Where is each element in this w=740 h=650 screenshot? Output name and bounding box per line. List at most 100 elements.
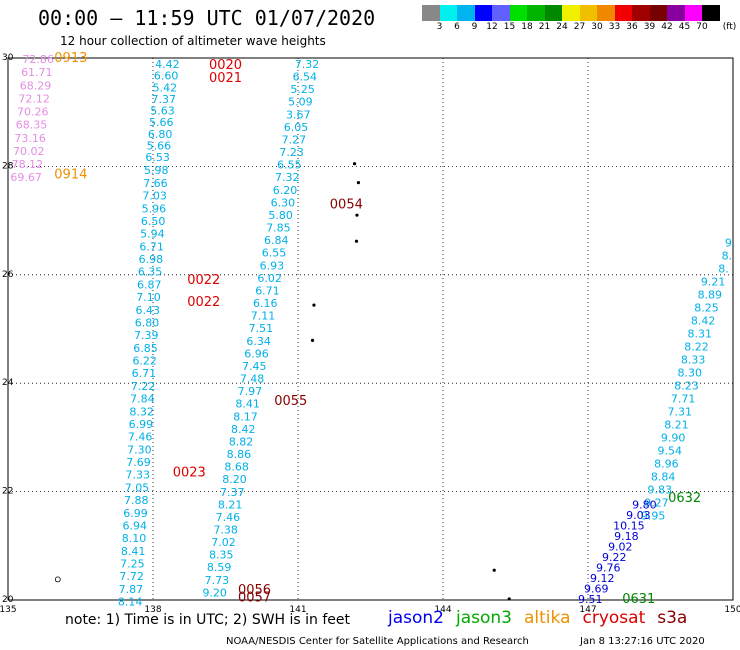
swh-value: 7.69 <box>126 456 151 469</box>
swh-value: 8.89 <box>698 288 723 301</box>
color-scale-swatch <box>632 5 650 21</box>
swh-value: 8.86 <box>227 448 252 461</box>
swh-value: 9.76 <box>596 561 621 574</box>
color-scale-swatch <box>439 5 457 21</box>
swh-value: 8.68 <box>224 461 249 474</box>
swh-value: 6.87 <box>137 278 162 291</box>
swh-value: 8.32 <box>129 405 154 418</box>
swh-value: 9.80 <box>632 499 657 512</box>
track-150-blue: 9.809.0310.159.189.029.229.769.129.699.5… <box>578 499 657 606</box>
swh-value: 78.12 <box>12 158 44 171</box>
swh-value: 5.98 <box>144 164 169 177</box>
swh-value: 8.14 <box>118 596 143 609</box>
swh-value: 7.03 <box>142 190 167 203</box>
lat-tick-label: 26 <box>2 270 14 280</box>
color-scale-swatch <box>457 5 475 21</box>
swh-value: 5.25 <box>290 83 315 96</box>
swh-value: 8.21 <box>218 498 243 511</box>
pass-time-label: 0631 <box>622 592 655 607</box>
swh-value: 8.17 <box>233 410 258 423</box>
island-dot <box>356 181 361 185</box>
color-scale-label: 70 <box>696 22 708 32</box>
swh-value: 9.12 <box>590 572 615 585</box>
map-grid <box>8 58 733 600</box>
swh-value: 9.21 <box>701 275 726 288</box>
swh-value: 7.71 <box>671 392 696 405</box>
swh-value: 5.42 <box>153 81 178 94</box>
lon-tick-label: 135 <box>0 605 17 615</box>
swh-value: 7.31 <box>668 405 693 418</box>
swh-value: 7.66 <box>143 177 168 190</box>
island-markers <box>54 162 511 601</box>
legend-jason3: jason3 <box>456 608 512 628</box>
color-scale-unit: (ft) <box>722 22 737 32</box>
swh-value: 6.80 <box>135 316 160 329</box>
color-scale-swatch <box>422 5 440 21</box>
swh-value: 9.54 <box>658 444 683 457</box>
swh-value: 3.67 <box>286 108 311 121</box>
swh-value: 8.30 <box>678 366 703 379</box>
color-scale-label: 33 <box>608 22 621 32</box>
swh-value: 7.46 <box>128 431 153 444</box>
swh-value: 68.29 <box>20 79 52 92</box>
swh-value: 6.85 <box>133 342 158 355</box>
swh-value: 7.10 <box>136 291 161 304</box>
swh-value: 61.71 <box>21 66 53 79</box>
swh-value: 8.82 <box>229 435 254 448</box>
map-border <box>7 57 734 601</box>
swh-value: 8.23 <box>674 379 699 392</box>
circle-marker <box>54 576 61 583</box>
island-dot <box>354 239 359 243</box>
pass-time-label: 0056 <box>238 583 271 598</box>
color-scale-label: 42 <box>661 22 673 32</box>
lat-tick-label: 20 <box>2 595 14 605</box>
swh-value: 6.55 <box>277 159 302 172</box>
color-scale-label: 21 <box>538 22 551 32</box>
footer-credit: NOAA/NESDIS Center for Satellite Applica… <box>226 636 529 647</box>
swh-value: 7.39 <box>134 329 159 342</box>
swh-value: 8.59 <box>207 561 232 574</box>
swh-value: 7.22 <box>131 380 156 393</box>
swh-value: 8. <box>718 262 729 275</box>
color-scale-swatch <box>667 5 685 21</box>
swh-value: 5.09 <box>288 96 313 109</box>
track-138-b: 5.987.667.035.966.505.946.716.986.356.87… <box>118 164 169 608</box>
color-scale-swatch <box>474 5 492 21</box>
color-scale-label: 24 <box>556 22 568 32</box>
swh-value: 6.35 <box>138 266 163 279</box>
pass-time-label: 0021 <box>209 71 242 86</box>
color-scale-swatch <box>597 5 615 21</box>
footer-note: note: 1) Time is in UTC; 2) SWH is in fe… <box>65 612 351 628</box>
swh-value: 6.93 <box>260 259 285 272</box>
color-scale-label: 6 <box>454 22 460 32</box>
color-scale-label: 9 <box>471 22 478 32</box>
color-scale-label: 12 <box>486 22 498 32</box>
swh-value: 9.51 <box>578 593 603 606</box>
swh-value: 6.34 <box>246 335 271 348</box>
legend-cryosat: cryosat <box>582 608 646 628</box>
swh-value: 7.32 <box>275 171 300 184</box>
swh-value: 6.94 <box>122 519 147 532</box>
swh-value: 72.12 <box>18 92 50 105</box>
pass-time-label: 0632 <box>668 491 701 506</box>
color-scale-label: 18 <box>521 22 533 32</box>
swh-value: 6.99 <box>123 507 148 520</box>
swh-value: 7.37 <box>220 486 245 499</box>
color-scale-label: 30 <box>591 22 603 32</box>
lat-tick-label: 22 <box>2 487 13 497</box>
lon-tick-label: 141 <box>289 605 306 615</box>
swh-value: 7.30 <box>127 443 152 456</box>
swh-value: 6.71 <box>255 284 280 297</box>
swh-value: 7.25 <box>120 558 145 571</box>
swh-value: 7.85 <box>266 222 291 235</box>
swh-value: 68.35 <box>16 119 48 132</box>
swh-value: 6.99 <box>129 418 154 431</box>
swh-value: 6.22 <box>132 355 157 368</box>
swh-value: 7.97 <box>238 385 263 398</box>
swh-value: 72.86 <box>22 53 54 66</box>
color-scale-swatch <box>579 5 597 21</box>
swh-value: 6.71 <box>139 240 164 253</box>
swh-value: 8.21 <box>664 418 689 431</box>
track-150-cyan: 9.8.8.9.218.898.258.428.318.228.338.308.… <box>641 236 736 522</box>
